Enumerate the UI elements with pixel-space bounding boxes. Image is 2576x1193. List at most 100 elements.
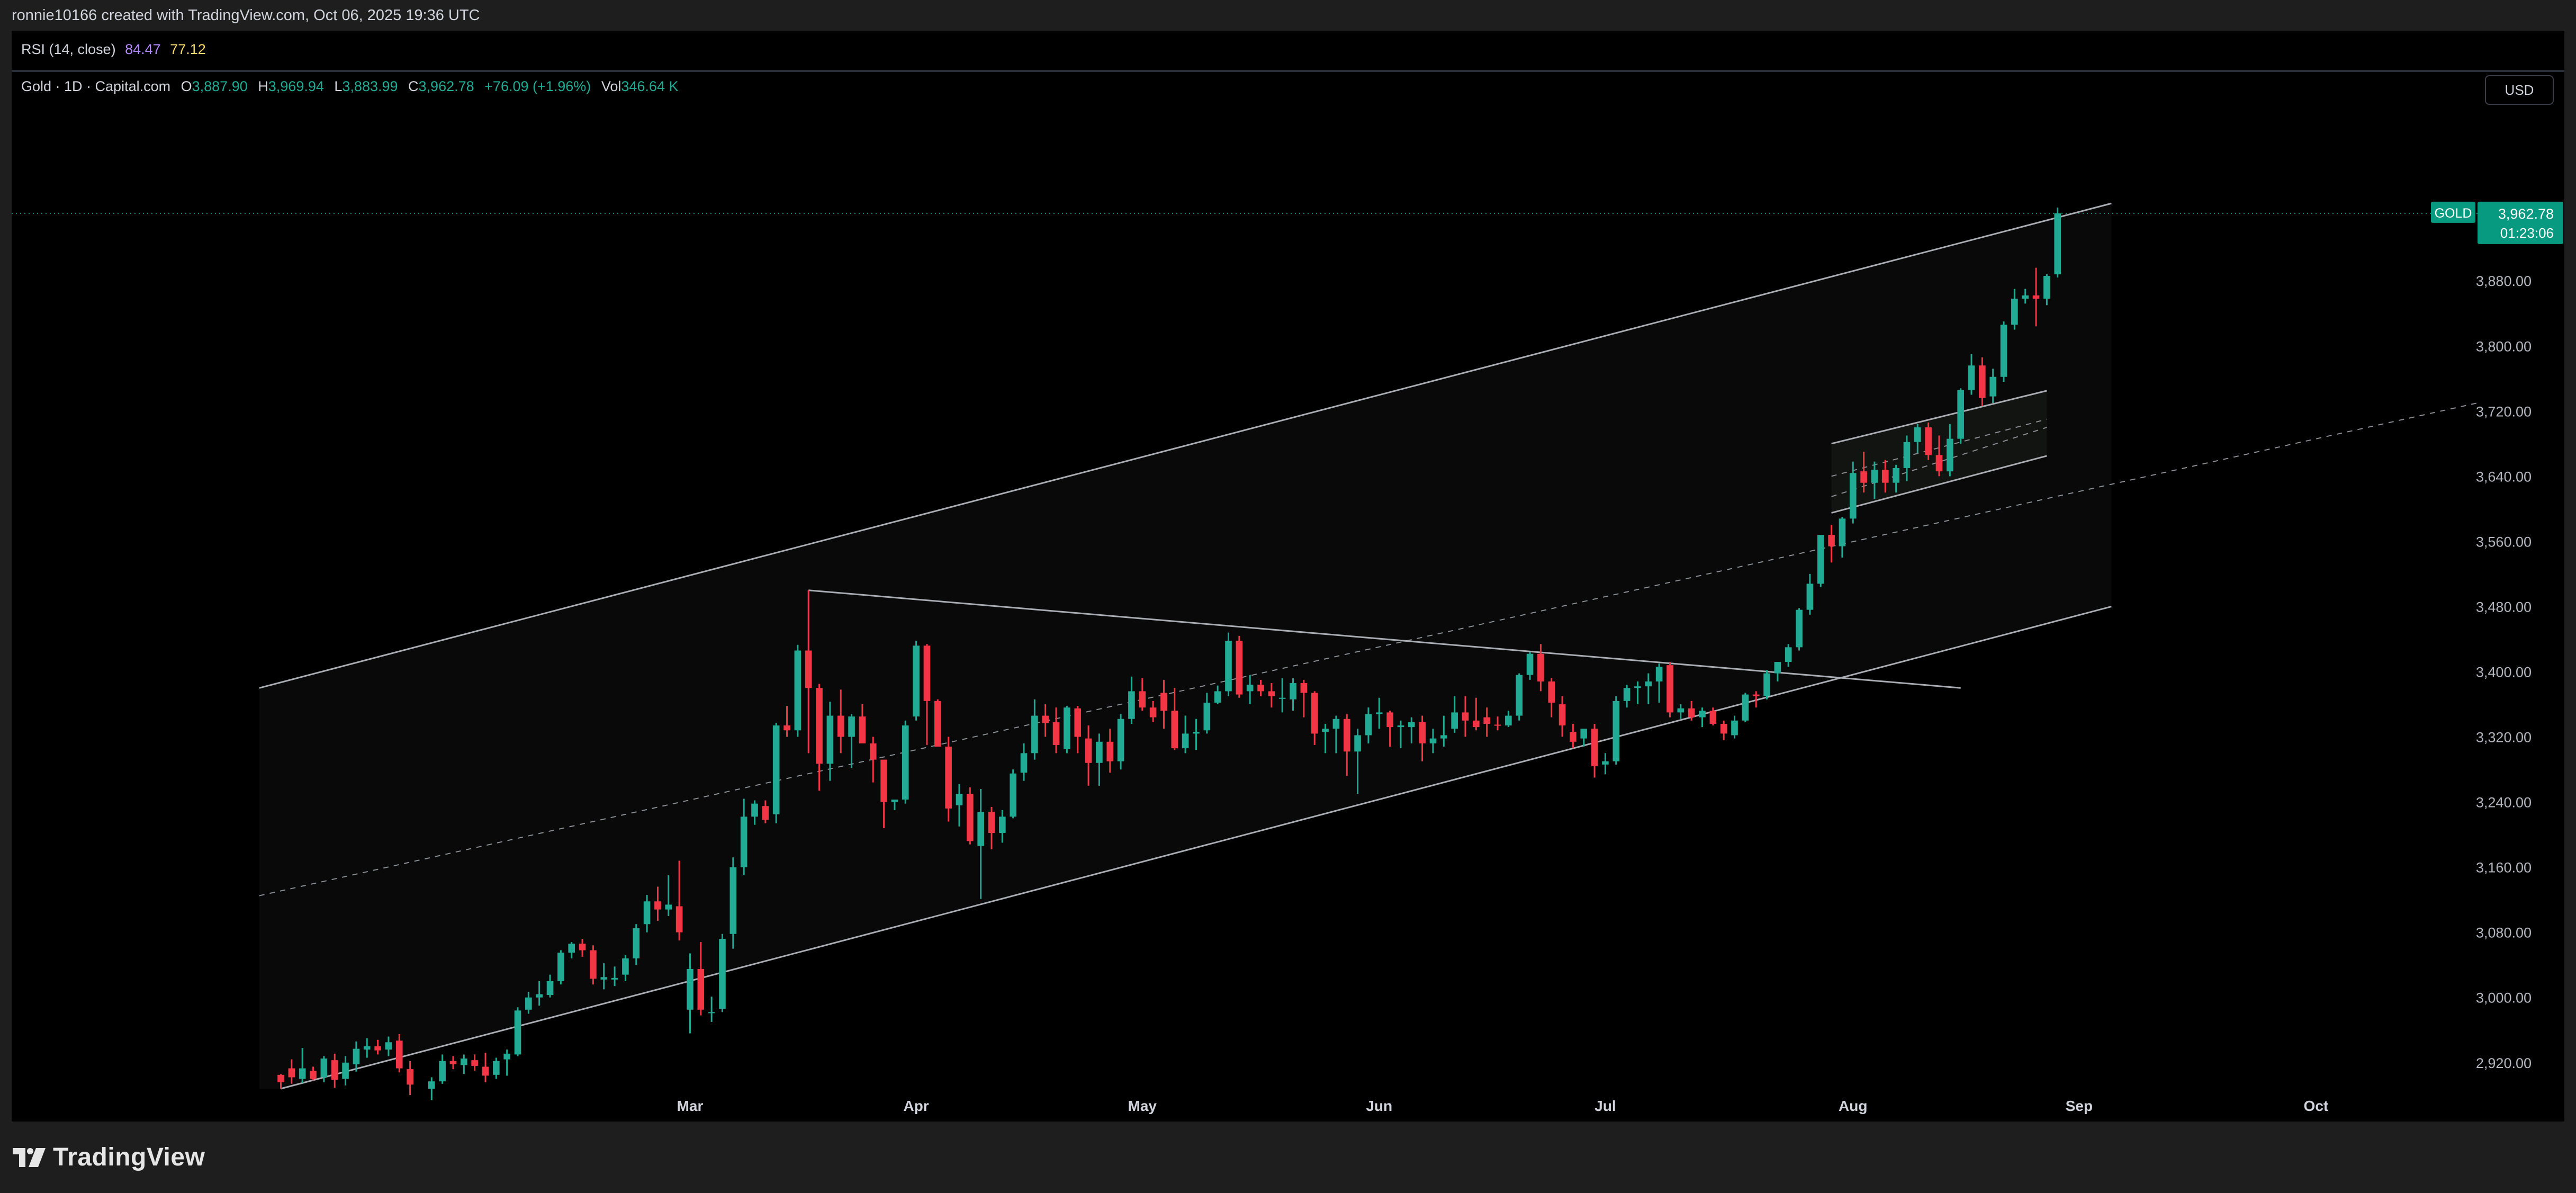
candle-body[interactable] — [374, 1046, 381, 1051]
candle-body[interactable] — [1332, 719, 1340, 729]
candle-body[interactable] — [675, 906, 683, 932]
candle-body[interactable] — [1160, 693, 1167, 711]
candle-body[interactable] — [783, 725, 790, 731]
candle-body[interactable] — [1914, 427, 1921, 442]
candle-body[interactable] — [1742, 694, 1749, 721]
candle-body[interactable] — [1193, 732, 1200, 734]
candle-body[interactable] — [1925, 427, 1932, 455]
candle-body[interactable] — [1494, 724, 1501, 726]
candle-body[interactable] — [1957, 390, 1964, 439]
candle-body[interactable] — [1903, 442, 1911, 468]
candle-body[interactable] — [1052, 722, 1060, 745]
candle-body[interactable] — [1268, 691, 1275, 696]
candle-body[interactable] — [1709, 711, 1717, 724]
candle-body[interactable] — [1688, 708, 1695, 717]
candle-body[interactable] — [525, 997, 532, 1010]
candle-body[interactable] — [1881, 470, 1889, 483]
candle-body[interactable] — [869, 743, 877, 760]
candle-body[interactable] — [1408, 722, 1415, 728]
channel-upper-line[interactable] — [259, 202, 2112, 689]
candle-body[interactable] — [1947, 438, 1953, 472]
candle-body[interactable] — [1440, 735, 1447, 739]
candle-body[interactable] — [1677, 708, 1685, 713]
candle-body[interactable] — [1559, 704, 1566, 726]
candle-body[interactable] — [1322, 729, 1329, 732]
candle-body[interactable] — [471, 1060, 478, 1066]
candle-body[interactable] — [482, 1066, 489, 1076]
candle-body[interactable] — [1796, 609, 1803, 648]
candle-body[interactable] — [1526, 653, 1534, 675]
candle-body[interactable] — [1849, 473, 1857, 519]
symbol-tag[interactable] — [2431, 201, 2475, 223]
candle-body[interactable] — [461, 1059, 467, 1065]
candle-body[interactable] — [568, 944, 575, 953]
candle-body[interactable] — [1623, 688, 1631, 701]
pane-separator[interactable] — [12, 70, 2564, 72]
candle-body[interactable] — [891, 799, 898, 802]
candle-body[interactable] — [363, 1046, 371, 1050]
candle-body[interactable] — [956, 794, 963, 805]
candle-body[interactable] — [633, 928, 640, 958]
candle-body[interactable] — [288, 1068, 295, 1078]
candle-body[interactable] — [428, 1081, 435, 1089]
flag-upper-line[interactable] — [1831, 390, 2047, 445]
candle-body[interactable] — [514, 1010, 521, 1055]
candle-body[interactable] — [1570, 732, 1577, 742]
flag-lower-line[interactable] — [1831, 455, 2047, 514]
candle-body[interactable] — [1667, 665, 1673, 713]
descending-trendline-line[interactable] — [808, 589, 1961, 689]
candle-body[interactable] — [493, 1061, 500, 1075]
candle-body[interactable] — [837, 715, 844, 737]
candle-body[interactable] — [1602, 761, 1609, 765]
candle-body[interactable] — [2011, 299, 2018, 325]
candle-body[interactable] — [1064, 707, 1070, 749]
candle-body[interactable] — [320, 1059, 328, 1078]
candle-body[interactable] — [697, 968, 705, 1010]
candle-body[interactable] — [1236, 641, 1243, 695]
candle-body[interactable] — [1117, 719, 1124, 761]
candle-body[interactable] — [1106, 741, 1114, 761]
candle-body[interactable] — [2043, 276, 2050, 299]
candle-body[interactable] — [1785, 647, 1792, 662]
candle-body[interactable] — [1763, 673, 1770, 696]
candle-body[interactable] — [2032, 295, 2040, 299]
candle-body[interactable] — [880, 759, 887, 802]
candle-body[interactable] — [1171, 711, 1178, 749]
candle-body[interactable] — [1839, 518, 1846, 546]
candle-body[interactable] — [622, 958, 629, 975]
price-chart[interactable]: 2,920.00 3,000.00 3,080.00 3,160.00 3,240.00… — [12, 31, 2564, 1122]
candle-body[interactable] — [913, 645, 920, 717]
candle-body[interactable] — [611, 977, 618, 980]
candle-body[interactable] — [1397, 725, 1404, 728]
candle-body[interactable] — [719, 938, 726, 1009]
candle-body[interactable] — [762, 806, 769, 820]
candle-body[interactable] — [536, 994, 543, 998]
candle-body[interactable] — [848, 716, 855, 737]
candle-body[interactable] — [1871, 470, 1878, 483]
candle-body[interactable] — [395, 1040, 403, 1069]
candle-body[interactable] — [1634, 686, 1641, 688]
candle-body[interactable] — [1010, 773, 1016, 817]
candle-body[interactable] — [1462, 712, 1469, 721]
candle-body[interactable] — [1828, 535, 1835, 546]
candle-body[interactable] — [1365, 714, 1372, 735]
candle-body[interactable] — [1085, 738, 1092, 763]
candle-body[interactable] — [277, 1074, 284, 1082]
candle-body[interactable] — [1806, 584, 1814, 610]
candle-body[interactable] — [407, 1069, 413, 1085]
candle-body[interactable] — [1483, 717, 1490, 724]
candle-body[interactable] — [1473, 720, 1480, 728]
candle-body[interactable] — [1042, 715, 1049, 723]
candle-body[interactable] — [1860, 471, 1867, 483]
channel-lower-line[interactable] — [281, 606, 2112, 1090]
tradingview-logo[interactable]: TradingView — [13, 1143, 205, 1172]
candle-body[interactable] — [708, 1012, 715, 1013]
candle-body[interactable] — [1214, 691, 1221, 703]
candle-body[interactable] — [1516, 675, 1523, 716]
candle-body[interactable] — [1591, 729, 1598, 766]
candle-body[interactable] — [353, 1048, 360, 1064]
candle-body[interactable] — [299, 1068, 306, 1079]
candle-body[interactable] — [1774, 662, 1781, 674]
ohlc-legend[interactable]: Gold · 1D · Capital.com O3,887.90 H3,969… — [21, 78, 678, 95]
candle-body[interactable] — [449, 1061, 457, 1064]
